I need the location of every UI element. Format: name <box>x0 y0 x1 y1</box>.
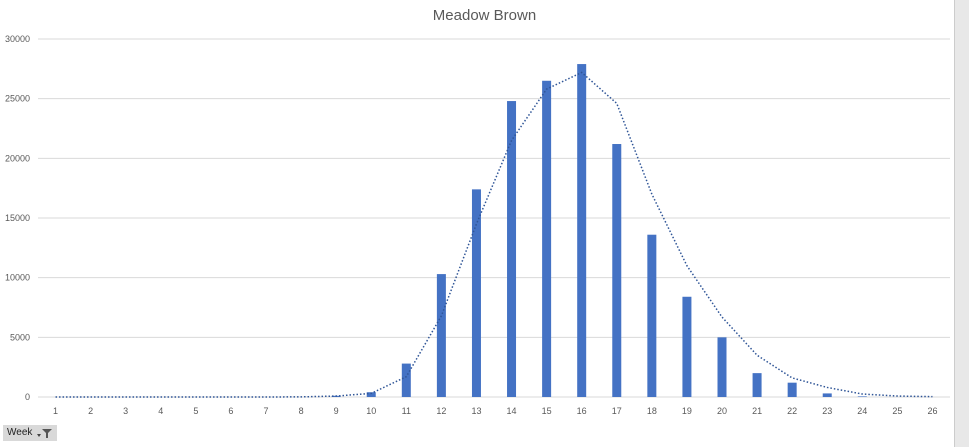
x-tick-label: 10 <box>366 406 376 416</box>
bar <box>471 189 481 397</box>
x-tick-label: 18 <box>647 406 657 416</box>
x-tick-label: 8 <box>299 406 304 416</box>
x-tick-label: 15 <box>542 406 552 416</box>
x-tick-label: 7 <box>263 406 268 416</box>
x-tick-label: 12 <box>436 406 446 416</box>
y-tick-label: 15000 <box>5 213 30 223</box>
y-tick-label: 20000 <box>5 153 30 163</box>
x-tick-label: 25 <box>892 406 902 416</box>
x-tick-label: 24 <box>857 406 867 416</box>
y-tick-label: 10000 <box>5 273 30 283</box>
y-tick-label: 25000 <box>5 94 30 104</box>
x-tick-label: 9 <box>334 406 339 416</box>
bar <box>787 382 797 397</box>
x-tick-label: 14 <box>507 406 517 416</box>
week-filter-button[interactable]: Week <box>3 425 58 441</box>
bar <box>507 101 517 397</box>
x-tick-label: 22 <box>787 406 797 416</box>
chart-title: Meadow Brown <box>432 7 537 24</box>
x-tick-label: 23 <box>822 406 832 416</box>
bar <box>822 393 832 397</box>
x-tick-label: 1 <box>53 406 58 416</box>
x-tick-label: 4 <box>158 406 163 416</box>
x-tick-label: 2 <box>88 406 93 416</box>
bar <box>857 396 867 397</box>
y-tick-label: 30000 <box>5 34 30 44</box>
x-tick-label: 11 <box>402 406 411 416</box>
bar <box>647 234 657 397</box>
bar <box>366 392 376 397</box>
bar <box>401 363 411 397</box>
filter-label: Week <box>7 427 33 438</box>
x-tick-label: 26 <box>927 406 937 416</box>
x-tick-label: 19 <box>682 406 692 416</box>
bar <box>612 144 622 397</box>
x-tick-label: 3 <box>123 406 128 416</box>
bar <box>542 80 552 398</box>
x-tick-label: 16 <box>577 406 587 416</box>
x-tick-label: 20 <box>717 406 727 416</box>
x-tick-label: 5 <box>193 406 198 416</box>
x-tick-label: 17 <box>612 406 622 416</box>
bar <box>436 274 446 397</box>
filter-icon <box>37 429 53 438</box>
y-tick-label: 5000 <box>10 332 30 342</box>
x-tick-label: 21 <box>752 406 762 416</box>
bar <box>717 337 727 397</box>
scrollbar[interactable] <box>954 0 969 447</box>
y-tick-label: 0 <box>25 392 30 402</box>
x-tick-label: 13 <box>471 406 481 416</box>
bar <box>682 296 692 397</box>
bar <box>752 373 762 397</box>
trend-line <box>55 71 933 398</box>
bar <box>577 64 587 397</box>
x-tick-label: 6 <box>228 406 233 416</box>
